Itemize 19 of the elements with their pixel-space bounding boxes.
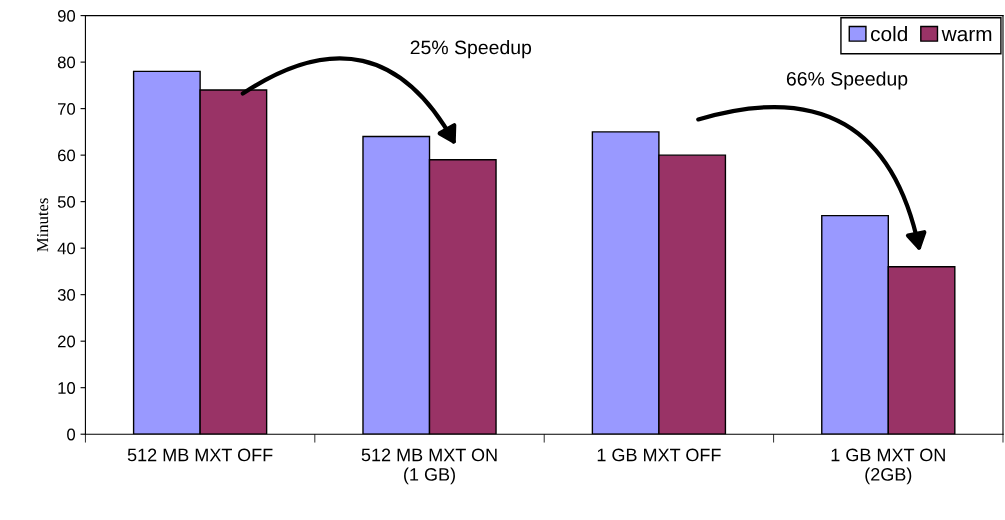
y-tick-label: 60	[58, 149, 76, 162]
y-tick-label: 20	[58, 335, 76, 348]
y-axis-title: Minutes	[37, 198, 49, 252]
y-tick-label: 90	[57, 10, 76, 22]
y-tick-label: 0	[67, 428, 76, 441]
y-tick-label: 70	[58, 103, 76, 115]
x-tick-label: 512 MB MXT ON (1 GB)	[361, 448, 497, 485]
y-tick-label: 50	[57, 196, 76, 208]
x-tick-label: 1 GB MXT OFF	[597, 448, 721, 462]
legend-label: cold	[870, 26, 907, 42]
y-tick-label: 80	[57, 56, 76, 69]
y-tick-label: 10	[58, 382, 76, 394]
x-tick-label: 512 MB MXT OFF	[127, 448, 273, 462]
legend-label: warm	[941, 29, 992, 42]
y-tick-label: 30	[57, 289, 76, 301]
annotation: 66% Speedup	[786, 71, 908, 90]
y-tick-label: 40	[57, 242, 76, 255]
x-tick-label: 1 GB MXT ON (2GB)	[831, 448, 945, 485]
annotation: 25% Speedup	[410, 40, 532, 59]
